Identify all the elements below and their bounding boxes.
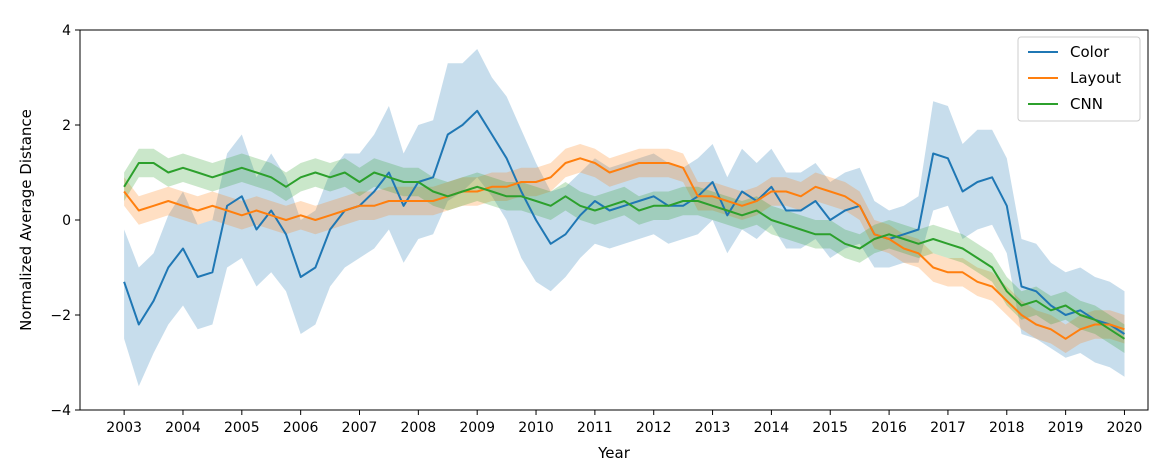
x-tick-label: 2004 bbox=[165, 420, 201, 436]
x-tick-label: 2005 bbox=[224, 420, 260, 436]
y-axis-label: Normalized Average Distance bbox=[17, 109, 35, 331]
legend-label-color: Color bbox=[1070, 43, 1110, 61]
x-tick-label: 2016 bbox=[871, 420, 907, 436]
x-tick-label: 2020 bbox=[1107, 420, 1143, 436]
x-tick-label: 2006 bbox=[283, 420, 319, 436]
series-line-cnn bbox=[123, 162, 1126, 340]
series-lines bbox=[123, 109, 1126, 340]
x-tick-label: 2015 bbox=[812, 420, 848, 436]
x-tick-label: 2019 bbox=[1048, 420, 1084, 436]
band-layout bbox=[124, 144, 1125, 353]
band-cnn bbox=[124, 148, 1125, 353]
x-axis: 2003 2004 2005 2006 2007 2008 2009 2010 2011 2012… bbox=[106, 410, 1142, 436]
y-axis: −4 −2 0 2 4 bbox=[50, 23, 80, 419]
legend: Color Layout CNN bbox=[1017, 36, 1141, 122]
legend-label-cnn: CNN bbox=[1070, 95, 1103, 113]
legend-box bbox=[1017, 36, 1141, 122]
x-tick-label: 2012 bbox=[636, 420, 672, 436]
x-tick-label: 2014 bbox=[754, 420, 790, 436]
x-axis-label: Year bbox=[597, 444, 631, 462]
series-line-color bbox=[123, 109, 1126, 335]
y-tick-label: 0 bbox=[62, 213, 71, 229]
x-tick-label: 2013 bbox=[695, 420, 731, 436]
series-line-layout bbox=[123, 157, 1125, 340]
x-tick-label: 2008 bbox=[401, 420, 437, 436]
y-tick-label: 2 bbox=[62, 118, 71, 134]
y-tick-label: 4 bbox=[62, 23, 71, 39]
x-tick-label: 2018 bbox=[989, 420, 1025, 436]
confidence-bands bbox=[124, 49, 1125, 387]
legend-label-layout: Layout bbox=[1070, 69, 1121, 87]
x-tick-label: 2003 bbox=[106, 420, 142, 436]
band-color bbox=[124, 49, 1125, 387]
x-tick-label: 2009 bbox=[459, 420, 495, 436]
y-tick-label: −4 bbox=[50, 403, 71, 419]
y-tick-label: −2 bbox=[50, 308, 71, 324]
x-tick-label: 2017 bbox=[930, 420, 966, 436]
x-tick-label: 2007 bbox=[342, 420, 378, 436]
x-tick-label: 2011 bbox=[577, 420, 613, 436]
x-tick-label: 2010 bbox=[518, 420, 554, 436]
